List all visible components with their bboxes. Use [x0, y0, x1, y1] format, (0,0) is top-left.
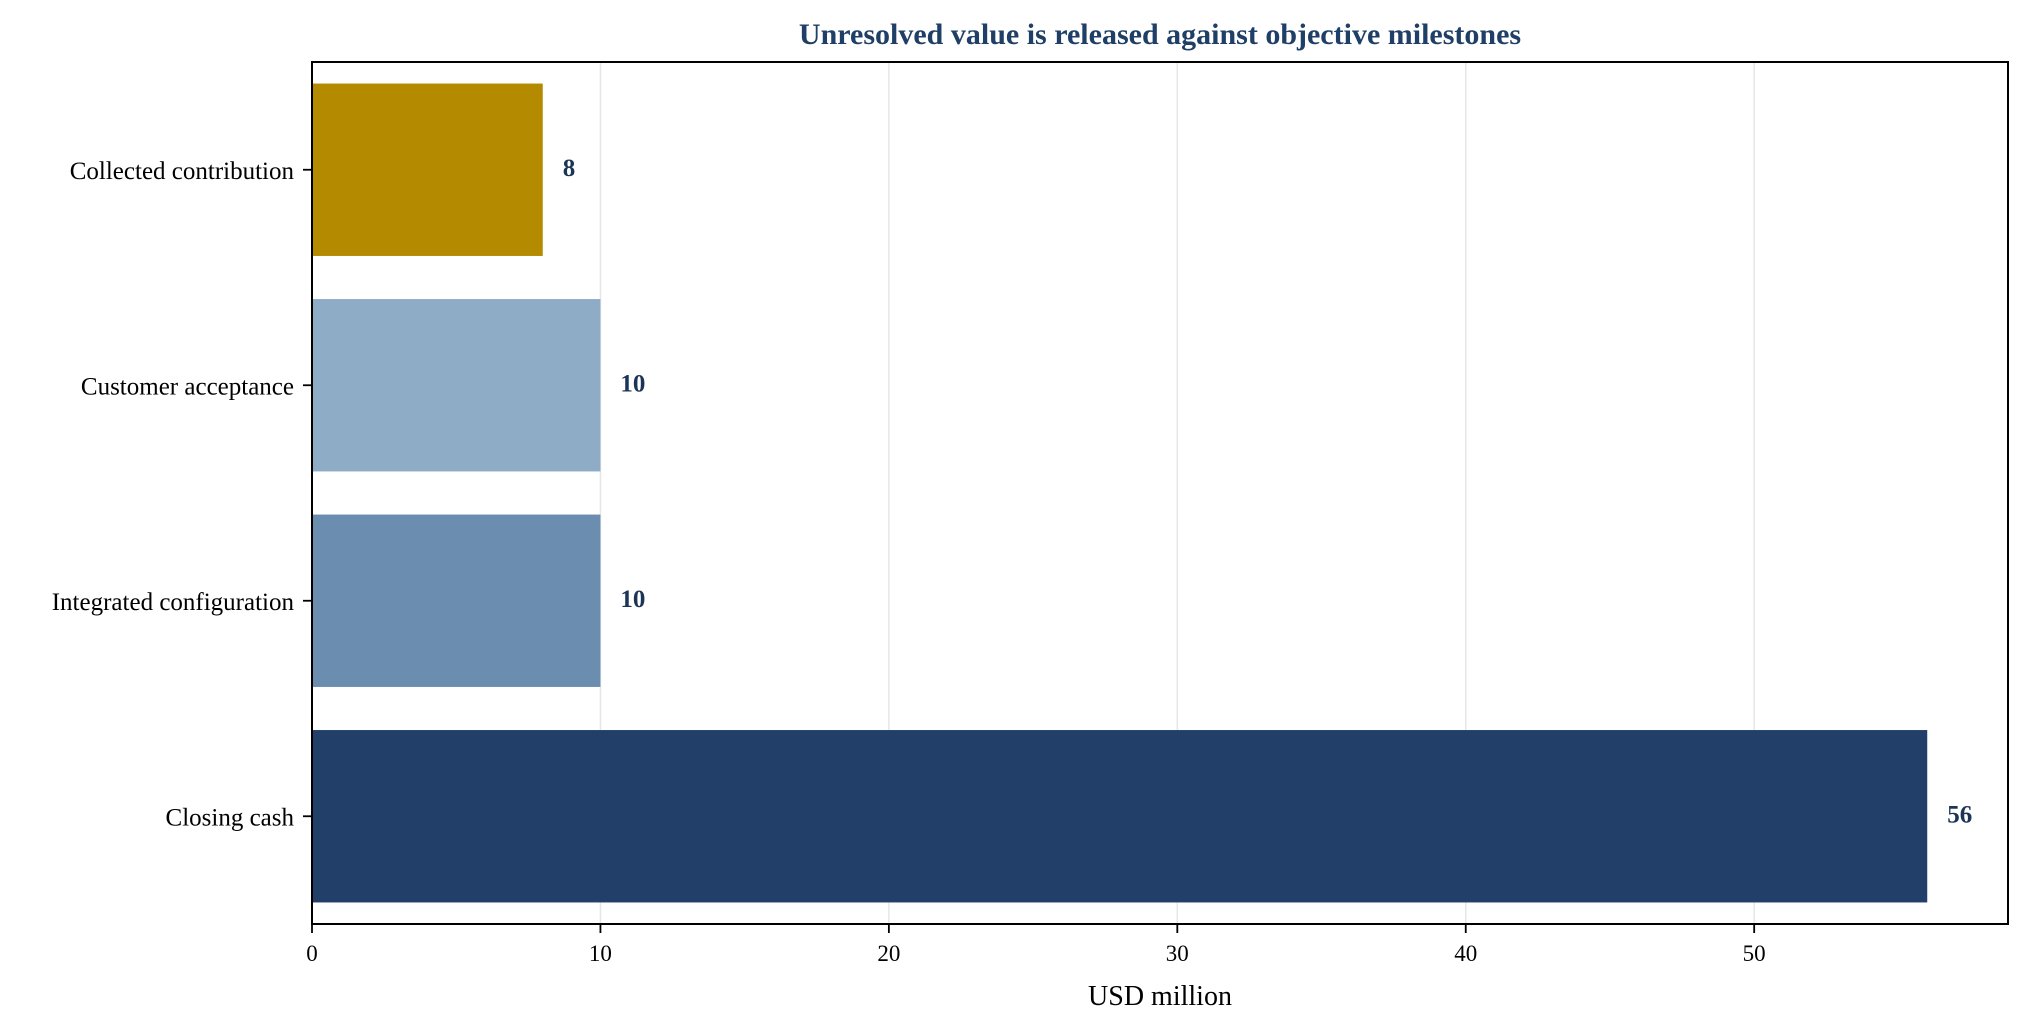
x-tick-label: 30	[1166, 941, 1189, 966]
data-label-0: 8	[563, 155, 576, 182]
x-axis-label: USD million	[1088, 981, 1232, 1012]
category-label-1: Customer acceptance	[81, 373, 294, 400]
bar-0	[312, 83, 543, 256]
category-label-2: Integrated configuration	[52, 589, 295, 616]
value-axis: 0 10 20 30 40 50	[306, 924, 1766, 966]
plot-frame	[311, 61, 2009, 925]
x-tick-label: 50	[1743, 941, 1766, 966]
x-tick-label: 10	[589, 941, 612, 966]
data-labels: 8 10 10 56	[563, 155, 1972, 829]
x-tick-label: 0	[306, 941, 318, 966]
category-axis: Collected contribution Customer acceptanc…	[52, 158, 312, 831]
bar-1	[312, 299, 601, 472]
x-tick-label: 20	[877, 941, 900, 966]
bar-3	[312, 730, 1928, 903]
chart-title: Unresolved value is released against obj…	[799, 18, 1521, 51]
bars	[312, 83, 1928, 903]
data-label-3: 56	[1947, 801, 1972, 828]
category-label-0: Collected contribution	[70, 158, 295, 185]
x-tick-label: 40	[1454, 941, 1477, 966]
category-label-3: Closing cash	[166, 804, 295, 831]
data-label-1: 10	[620, 370, 645, 397]
bar-2	[312, 514, 601, 687]
data-label-2: 10	[620, 586, 645, 613]
